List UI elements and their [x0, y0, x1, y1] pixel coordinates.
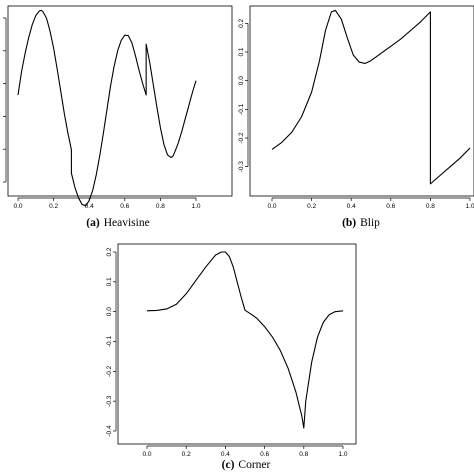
y-tick-label: 0.0 [106, 307, 113, 316]
series-line [146, 251, 344, 429]
x-tick-label: 0.4 [85, 203, 94, 210]
x-tick-label: 0.0 [267, 203, 276, 210]
y-tick-label: 0.2 [238, 18, 245, 27]
y-tick-label: -0.1 [106, 336, 113, 348]
plot-frame [249, 5, 474, 197]
x-tick-label: 0.0 [13, 203, 22, 210]
x-tick-label: 0.6 [260, 451, 269, 458]
x-tick-label: 0.4 [221, 451, 230, 458]
x-tick-label: 0.6 [120, 203, 129, 210]
caption-corner: (c) Corner [222, 459, 271, 471]
y-tick-label: -0.4 [106, 425, 113, 437]
x-tick-label: 0.4 [347, 203, 356, 210]
y-tick-label: 0.1 [238, 47, 245, 56]
y-tick-label: -0.2 [106, 365, 113, 377]
x-tick-label: 0.8 [426, 203, 435, 210]
panel-corner: (c) Corner 0.0 0.2 0.4 0.6 0.8 1.0 -0.4 -0.3 -0.2… [106, 243, 357, 471]
y-tick-label: -0.2 [238, 132, 245, 144]
x-tick-label: 0.8 [299, 451, 308, 458]
x-tick-label: 1.0 [191, 203, 200, 210]
panel-blip: (b) Blip 0.0 0.2 0.4 0.6 0.8 1.0 -0.3 -0.2 -0.1 0.… [238, 5, 474, 229]
x-tick-label: 0.2 [182, 451, 191, 458]
x-tick-label: 1.0 [338, 451, 347, 458]
plot-frame [7, 5, 233, 197]
series-line [17, 9, 197, 207]
x-tick-label: 0.0 [142, 451, 151, 458]
x-tick-label: 1.0 [465, 203, 474, 210]
y-tick-label: 0.1 [106, 277, 113, 286]
panel-heavisine: (a) Heavisine 0.0 0.2 0.4 0.6 0.8 1.0 [3, 5, 233, 229]
caption-blip: (b) Blip [342, 217, 380, 229]
y-tick-label: 0.2 [106, 247, 113, 256]
x-tick-label: 0.2 [307, 203, 316, 210]
series-line [271, 9, 471, 185]
y-tick-label: -0.1 [238, 103, 245, 115]
x-tick-label: 0.6 [386, 203, 395, 210]
y-tick-label: -0.3 [106, 395, 113, 407]
caption-heavisine: (a) Heavisine [86, 217, 149, 229]
y-tick-label: -0.3 [238, 161, 245, 173]
y-tick-label: 0.0 [238, 76, 245, 85]
x-tick-label: 0.8 [156, 203, 165, 210]
x-tick-label: 0.2 [49, 203, 58, 210]
plot-frame [117, 243, 357, 445]
